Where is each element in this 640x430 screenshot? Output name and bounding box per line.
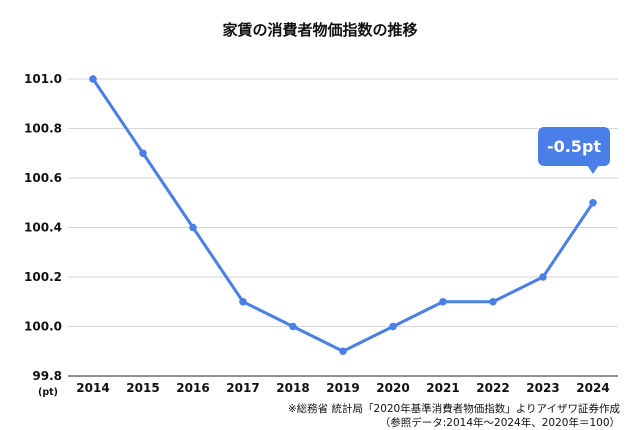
- data-point: [89, 75, 97, 83]
- data-point: [139, 149, 147, 158]
- y-tick-label: 100.4: [24, 221, 62, 235]
- callout-label: -0.5pt: [547, 137, 601, 156]
- x-tick-label: 2019: [326, 381, 359, 395]
- y-tick-label: 100.0: [24, 320, 62, 334]
- x-tick-label: 2024: [576, 381, 609, 395]
- data-point: [539, 273, 547, 281]
- x-tick-label: 2018: [276, 381, 309, 395]
- x-tick-label: 2023: [526, 381, 559, 395]
- x-tick-label: 2021: [426, 381, 459, 395]
- source-note-line-1: ※総務省 統計局「2020年基準消費者物価指数」よりアイザワ証券作成: [288, 402, 621, 415]
- y-axis-ticks: 101.0 100.8 100.6 100.4 100.2 100.0 99.8: [24, 72, 62, 383]
- x-tick-label: 2020: [376, 381, 409, 395]
- callout-pointer: [587, 165, 599, 174]
- change-callout: -0.5pt: [538, 127, 610, 174]
- series-line-group: [89, 75, 597, 356]
- x-axis-ticks: 2014 2015 2016 2017 2018 2019 2020 2021 2022 2023…: [76, 381, 609, 395]
- y-tick-label: 100.6: [24, 171, 62, 185]
- y-tick-label: 100.2: [24, 270, 62, 284]
- data-point: [339, 347, 347, 356]
- y-tick-label: 100.8: [24, 122, 62, 136]
- data-point: [389, 322, 397, 331]
- x-tick-label: 2014: [76, 381, 109, 395]
- x-tick-label: 2017: [226, 381, 259, 395]
- chart-title: 家賃の消費者物価指数の推移: [222, 21, 417, 39]
- x-tick-label: 2016: [176, 381, 209, 395]
- x-tick-label: 2022: [476, 381, 509, 395]
- data-point: [589, 198, 597, 207]
- x-tick-label: 2015: [126, 381, 159, 395]
- data-point: [189, 223, 197, 232]
- series-line: [91, 77, 595, 353]
- data-point: [289, 322, 297, 331]
- gridlines: [68, 78, 618, 377]
- y-tick-label: 99.8: [32, 369, 62, 383]
- data-point: [489, 297, 497, 306]
- y-tick-label: 101.0: [24, 72, 62, 86]
- y-axis-unit: (pt): [38, 387, 58, 398]
- data-point: [439, 297, 447, 306]
- source-note-line-2: （参照データ:2014年～2024年、2020年＝100）: [380, 416, 620, 429]
- data-point: [239, 297, 247, 306]
- callout-box: [538, 127, 610, 166]
